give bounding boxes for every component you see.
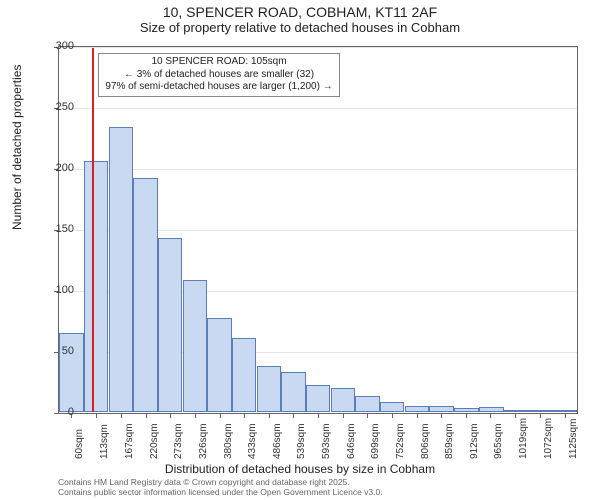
x-tick-mark: [220, 413, 221, 418]
x-tick-mark: [490, 413, 491, 418]
histogram-bar: [405, 406, 430, 412]
histogram-bar: [84, 161, 109, 412]
histogram-plot: 10 SPENCER ROAD: 105sqm← 3% of detached …: [58, 46, 578, 414]
reference-line: [92, 48, 94, 412]
chart-title-line1: 10, SPENCER ROAD, COBHAM, KT11 2AF: [0, 4, 600, 20]
histogram-bar: [380, 402, 405, 412]
chart-area: 10 SPENCER ROAD: 105sqm← 3% of detached …: [58, 46, 578, 414]
histogram-bar: [281, 372, 306, 412]
annotation-line: ← 3% of detached houses are smaller (32): [105, 69, 332, 82]
annotation-box: 10 SPENCER ROAD: 105sqm← 3% of detached …: [98, 53, 339, 97]
histogram-bar: [479, 407, 504, 412]
x-tick-label: 326sqm: [198, 423, 209, 459]
x-tick-label: 699sqm: [370, 423, 381, 459]
histogram-bar: [528, 410, 553, 412]
x-tick-mark: [96, 413, 97, 418]
histogram-bar: [133, 178, 158, 412]
histogram-bar: [232, 338, 257, 412]
grid-line: [59, 169, 577, 170]
x-tick-mark: [293, 413, 294, 418]
annotation-line: 97% of semi-detached houses are larger (…: [105, 81, 332, 94]
x-tick-label: 1019sqm: [518, 418, 529, 459]
chart-title-line2: Size of property relative to detached ho…: [0, 20, 600, 35]
histogram-bar: [331, 388, 356, 412]
chart-footer: Contains HM Land Registry data © Crown c…: [58, 478, 383, 498]
y-tick-label: 0: [38, 406, 74, 418]
histogram-bar: [454, 408, 479, 412]
x-tick-mark: [244, 413, 245, 418]
x-tick-label: 593sqm: [321, 423, 332, 459]
x-tick-label: 1125sqm: [568, 419, 579, 459]
histogram-bar: [257, 366, 282, 412]
x-tick-label: 859sqm: [444, 423, 455, 459]
x-tick-mark: [367, 413, 368, 418]
x-tick-mark: [565, 413, 566, 418]
x-tick-label: 60sqm: [74, 429, 85, 459]
x-tick-label: 646sqm: [346, 423, 357, 459]
footer-line2: Contains public sector information licen…: [58, 488, 383, 498]
y-tick-label: 200: [38, 162, 74, 174]
x-tick-mark: [318, 413, 319, 418]
histogram-bar: [183, 280, 208, 412]
x-tick-mark: [195, 413, 196, 418]
x-tick-mark: [466, 413, 467, 418]
x-tick-label: 1072sqm: [543, 418, 554, 459]
x-tick-label: 113sqm: [99, 424, 110, 459]
x-tick-label: 220sqm: [149, 423, 160, 459]
y-tick-label: 300: [38, 40, 74, 52]
x-tick-mark: [146, 413, 147, 418]
grid-line: [59, 108, 577, 109]
x-tick-label: 752sqm: [395, 423, 406, 459]
y-tick-label: 100: [38, 284, 74, 296]
x-tick-label: 486sqm: [272, 423, 283, 459]
x-tick-label: 433sqm: [247, 423, 258, 459]
x-tick-mark: [441, 413, 442, 418]
x-tick-mark: [343, 413, 344, 418]
y-axis-label: Number of detached properties: [10, 65, 24, 230]
x-tick-label: 273sqm: [173, 423, 184, 459]
x-tick-mark: [269, 413, 270, 418]
histogram-bar: [158, 238, 183, 412]
histogram-bar: [207, 318, 232, 412]
x-tick-label: 167sqm: [124, 423, 135, 459]
x-tick-mark: [121, 413, 122, 418]
y-tick-label: 150: [38, 223, 74, 235]
histogram-bar: [109, 127, 134, 412]
x-tick-mark: [170, 413, 171, 418]
y-tick-label: 250: [38, 101, 74, 113]
grid-line: [59, 47, 577, 48]
histogram-bar: [355, 396, 380, 412]
histogram-bar: [552, 410, 577, 412]
x-tick-label: 380sqm: [223, 423, 234, 459]
x-tick-label: 539sqm: [296, 423, 307, 459]
histogram-bar: [429, 406, 454, 412]
x-tick-mark: [392, 413, 393, 418]
x-tick-label: 912sqm: [469, 423, 480, 459]
x-axis-label: Distribution of detached houses by size …: [0, 462, 600, 476]
x-tick-mark: [417, 413, 418, 418]
histogram-bar: [306, 385, 331, 412]
histogram-bar: [503, 410, 528, 412]
x-tick-mark: [515, 413, 516, 418]
annotation-line: 10 SPENCER ROAD: 105sqm: [105, 56, 332, 69]
y-tick-label: 50: [38, 345, 74, 357]
x-tick-label: 965sqm: [493, 423, 504, 459]
x-tick-mark: [540, 413, 541, 418]
x-tick-label: 806sqm: [420, 423, 431, 459]
